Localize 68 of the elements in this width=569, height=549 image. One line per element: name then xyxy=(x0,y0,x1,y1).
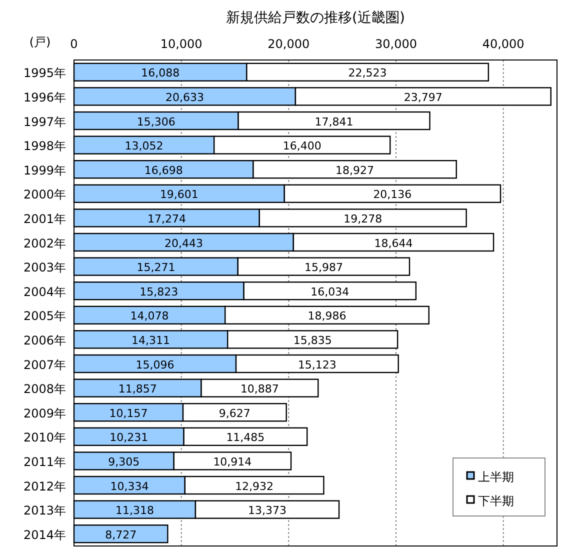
data-label: 10,914 xyxy=(213,455,252,468)
data-label: 16,400 xyxy=(282,140,322,153)
data-label: 10,887 xyxy=(240,382,279,396)
x-tick-label: 20,000 xyxy=(268,37,310,51)
data-label: 13,052 xyxy=(124,140,164,153)
y-tick-label: 1996年 xyxy=(23,90,66,104)
y-tick-label: 1998年 xyxy=(23,139,66,154)
data-label: 11,318 xyxy=(115,504,154,518)
data-label: 16,034 xyxy=(310,285,350,298)
y-tick-label: 2006年 xyxy=(23,333,66,348)
data-label: 15,835 xyxy=(293,334,332,347)
data-label: 11,485 xyxy=(226,431,265,444)
data-label: 11,857 xyxy=(118,382,157,396)
y-tick-label: 2013年 xyxy=(23,504,66,518)
y-tick-label: 2012年 xyxy=(23,479,66,494)
y-tick-label: 2014年 xyxy=(23,528,66,542)
x-axis-title: (戸) xyxy=(29,35,51,49)
y-tick-label: 2009年 xyxy=(23,406,66,420)
y-tick-label: 2011年 xyxy=(23,454,66,469)
data-label: 9,627 xyxy=(218,406,250,420)
data-label: 10,334 xyxy=(110,480,149,493)
data-label: 19,278 xyxy=(344,212,382,226)
y-tick-label: 2002年 xyxy=(23,236,66,250)
legend-label: 上半期 xyxy=(478,470,514,484)
data-label: 18,927 xyxy=(336,164,374,177)
data-label: 16,088 xyxy=(141,66,180,80)
y-tick-label: 2001年 xyxy=(23,212,66,226)
y-tick-label: 2008年 xyxy=(23,382,66,396)
y-tick-label: 2000年 xyxy=(23,188,66,202)
data-label: 14,078 xyxy=(130,310,169,323)
data-label: 17,274 xyxy=(147,212,186,226)
data-label: 19,601 xyxy=(160,188,198,202)
data-label: 16,698 xyxy=(144,164,183,177)
data-label: 18,986 xyxy=(308,310,346,323)
data-label: 15,271 xyxy=(136,261,176,274)
data-label: 12,932 xyxy=(235,480,274,493)
y-tick-label: 2010年 xyxy=(23,430,66,445)
data-label: 17,841 xyxy=(314,115,354,128)
data-label: 15,306 xyxy=(136,115,176,128)
data-label: 10,231 xyxy=(110,431,148,444)
x-tick-label: 0 xyxy=(70,37,78,51)
data-label: 20,633 xyxy=(165,90,204,104)
data-label: 15,096 xyxy=(136,358,174,372)
y-tick-label: 2003年 xyxy=(23,260,66,275)
data-label: 23,797 xyxy=(404,90,442,104)
y-tick-label: 2004年 xyxy=(23,284,66,299)
data-label: 8,727 xyxy=(105,528,137,542)
data-label: 15,823 xyxy=(140,285,178,298)
x-tick-label: 30,000 xyxy=(375,37,417,51)
data-label: 20,443 xyxy=(164,236,203,250)
data-label: 14,311 xyxy=(132,334,170,347)
y-tick-label: 2007年 xyxy=(23,358,66,372)
data-label: 20,136 xyxy=(373,188,412,202)
data-label: 15,987 xyxy=(304,261,343,274)
y-tick-label: 2005年 xyxy=(23,309,66,324)
data-label: 15,123 xyxy=(298,358,336,372)
data-label: 18,644 xyxy=(374,236,413,250)
y-tick-label: 1999年 xyxy=(23,163,66,178)
data-label: 22,523 xyxy=(348,66,387,80)
x-tick-label: 10,000 xyxy=(160,37,202,51)
data-label: 9,305 xyxy=(108,455,140,468)
y-tick-label: 1995年 xyxy=(23,66,66,80)
legend-label: 下半期 xyxy=(478,494,514,508)
data-label: 10,157 xyxy=(109,406,148,420)
data-label: 13,373 xyxy=(248,504,286,518)
x-tick-label: 40,000 xyxy=(482,37,524,51)
y-tick-label: 1997年 xyxy=(23,114,66,129)
chart-title: 新規供給戸数の推移(近畿圏) xyxy=(226,10,405,26)
